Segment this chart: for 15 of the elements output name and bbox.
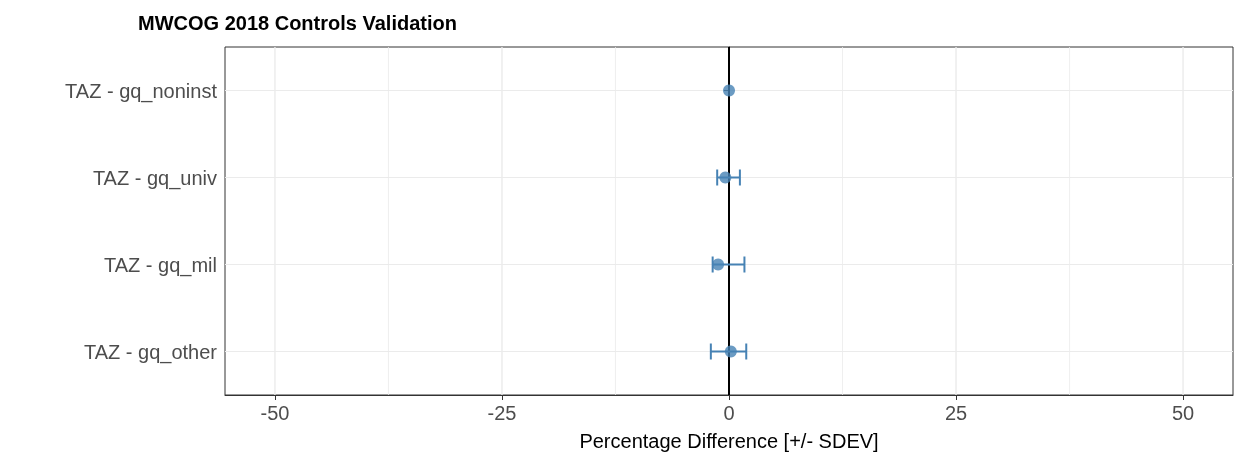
- point: [719, 171, 732, 184]
- x-axis-title: Percentage Difference [+/- SDEV]: [579, 430, 879, 452]
- x-tick-label: 25: [944, 402, 968, 424]
- y-tick-label: TAZ - gq_other: [83, 340, 218, 364]
- x-tick-label: -50: [260, 402, 290, 424]
- x-tick-label: 0: [723, 402, 735, 424]
- x-tick-label: 50: [1171, 402, 1195, 424]
- point: [712, 258, 725, 271]
- point: [723, 84, 735, 97]
- y-tick-label: TAZ - gq_noninst: [65, 79, 218, 103]
- point: [724, 345, 737, 358]
- chart-title: MWCOG 2018 Controls Validation: [138, 12, 457, 34]
- y-tick-label: TAZ - gq_univ: [92, 166, 217, 190]
- x-tick-label: -25: [487, 402, 517, 424]
- y-tick-label: TAZ - gq_mil: [104, 253, 217, 277]
